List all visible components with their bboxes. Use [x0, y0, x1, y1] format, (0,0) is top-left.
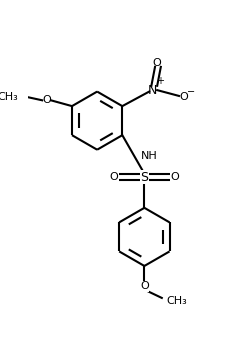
- Text: O: O: [171, 172, 179, 182]
- Text: NH: NH: [141, 151, 157, 161]
- Text: N: N: [148, 84, 158, 97]
- Text: O: O: [152, 57, 161, 68]
- Text: S: S: [140, 171, 148, 184]
- Text: CH₃: CH₃: [0, 92, 18, 102]
- Text: +: +: [156, 76, 164, 86]
- Text: −: −: [187, 87, 195, 97]
- Text: O: O: [140, 281, 149, 291]
- Text: O: O: [179, 92, 188, 102]
- Text: O: O: [42, 95, 51, 105]
- Text: O: O: [110, 172, 118, 182]
- Text: CH₃: CH₃: [166, 296, 187, 306]
